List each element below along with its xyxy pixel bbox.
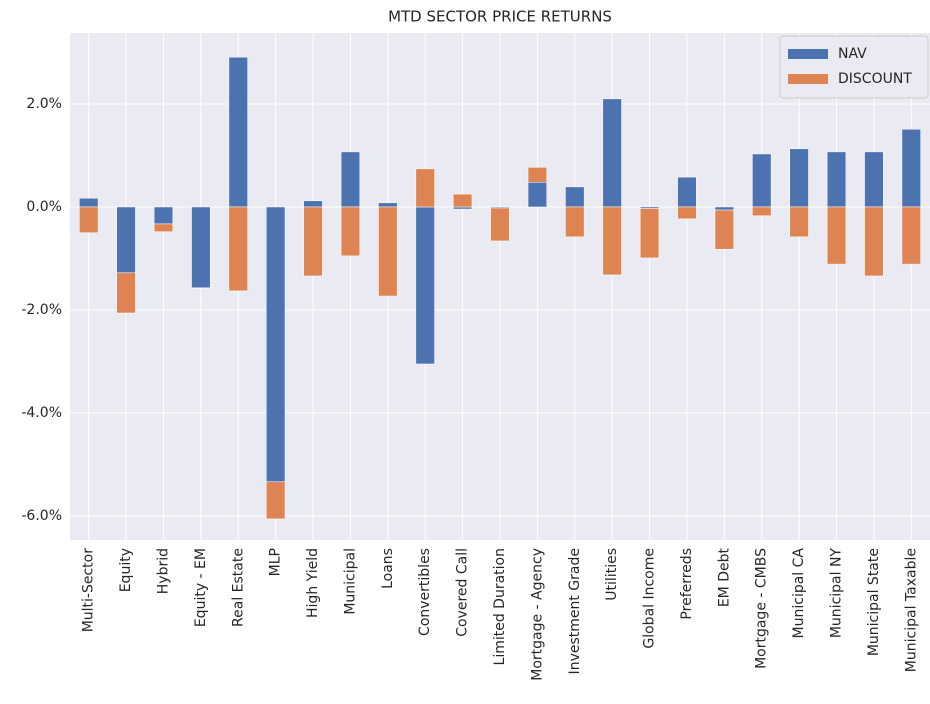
bar [752,153,772,208]
x-tick-label: Equity - EM [193,548,209,627]
x-tick-label: Hybrid [155,548,171,594]
bar [677,206,697,220]
x-tick-label: Convertibles [417,548,433,636]
bar [153,206,174,225]
x-tick-label: Covered Call [455,548,471,637]
bar [79,206,99,233]
chart-title: MTD SECTOR PRICE RETURNS [388,8,612,26]
bar [415,206,435,365]
bar [565,206,585,238]
bar [901,206,921,265]
y-tick-label: 2.0% [26,96,62,112]
bar [527,182,547,208]
bar [415,168,435,208]
y-tick-label: -2.0% [21,302,62,318]
bar [826,206,847,265]
bar [453,193,473,208]
legend-label: DISCOUNT [838,71,912,87]
x-tick-label: High Yield [305,548,321,618]
bar [303,200,323,208]
x-tick-label: Multi-Sector [81,548,97,633]
bar [266,206,286,483]
x-tick-label: Investment Grade [567,548,583,674]
bar [789,206,809,238]
legend: NAV DISCOUNT [779,35,929,99]
bar [714,209,734,250]
legend-swatch [788,49,828,59]
bar [677,176,697,208]
y-tick-label: -4.0% [21,405,62,421]
x-tick-label: EM Debt [716,548,732,608]
x-tick-label: Loans [380,548,396,589]
x-tick-label: MLP [268,548,284,576]
bar [901,129,921,208]
bar [752,206,772,216]
bar [565,186,585,208]
x-tick-label: Real Estate [230,548,246,627]
bar [378,202,398,208]
bar [789,148,809,208]
x-tick-label: Mortgage - CMBS [754,548,770,669]
bar [191,206,211,289]
bar [602,98,622,208]
x-tick-label: Municipal CA [791,548,807,639]
x-tick-label: Mortgage - Agency [529,548,545,681]
x-tick-label: Municipal Taxable [903,548,919,672]
bar [340,206,361,257]
bar [116,206,136,274]
bar [266,481,286,520]
bar [153,223,174,232]
bar [639,208,660,259]
bar [490,207,510,242]
bar [527,167,547,183]
bar [453,206,473,210]
bar [228,206,248,292]
bar [79,197,99,208]
x-tick-label: Municipal State [866,548,882,656]
x-tick-label: Municipal NY [829,548,845,639]
bar [116,272,136,314]
x-tick-label: Equity [118,548,134,592]
bar [864,151,884,208]
bar [714,206,734,211]
bar [191,287,211,289]
bar [303,206,323,277]
x-tick-label: Municipal [342,548,358,615]
x-tick-label: Utilities [604,548,620,601]
x-tick-label: Global Income [642,548,658,649]
y-tick-label: -6.0% [21,508,62,524]
y-tick-label: 0.0% [26,199,62,215]
bar [602,206,622,276]
legend-swatch [788,74,828,84]
bar [864,206,884,277]
x-tick-label: Preferreds [679,548,695,620]
bar [340,151,361,208]
bar [826,151,847,208]
bar [378,206,398,297]
x-tick-label: Limited Duration [492,548,508,665]
bar [228,56,248,208]
legend-label: NAV [838,46,867,62]
